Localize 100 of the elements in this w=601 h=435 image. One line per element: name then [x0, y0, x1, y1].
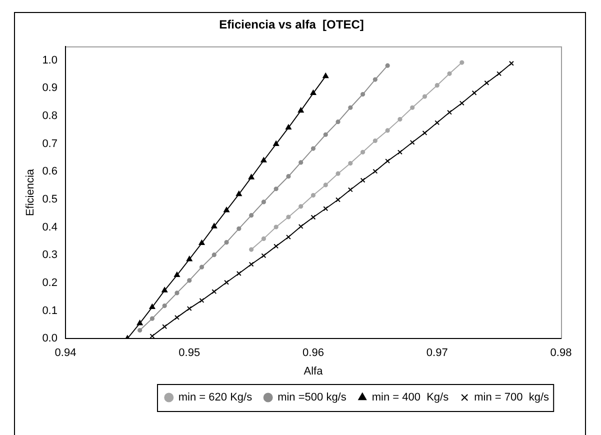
y-tick-label: 0.2: [42, 276, 58, 289]
point: [138, 328, 142, 333]
point: [397, 150, 402, 155]
point: [162, 303, 167, 308]
x-tick-label: 0.96: [302, 347, 324, 360]
y-tick-label: 0.7: [42, 138, 58, 150]
x-tick-label: 0.95: [178, 347, 200, 360]
point: [273, 140, 280, 146]
point: [484, 80, 490, 86]
point: [385, 63, 390, 68]
point: [372, 138, 378, 144]
point: [298, 224, 304, 229]
point: [447, 110, 452, 115]
legend-label: min = 620 Kg/s: [178, 392, 253, 404]
point: [323, 182, 328, 188]
x-tick-label: 0.98: [550, 347, 572, 360]
point: [260, 157, 267, 162]
point: [249, 213, 254, 218]
point: [310, 214, 316, 220]
point: [398, 117, 402, 122]
point: [224, 207, 230, 212]
point: [360, 92, 366, 97]
point: [310, 90, 316, 96]
point: [236, 226, 242, 231]
y-tick-label: 0.3: [42, 249, 58, 262]
point: [274, 224, 278, 230]
point: [248, 262, 254, 267]
chart-title: Eficiencia vs alfa [OTEC]: [219, 18, 364, 32]
y-tick-label: 0.0: [42, 332, 58, 345]
point: [336, 197, 340, 202]
x-axis-title: Alfa: [304, 365, 324, 378]
point: [348, 160, 353, 166]
y-tick-label: 1.0: [42, 54, 58, 66]
point: [298, 107, 304, 113]
point: [162, 324, 168, 330]
point: [348, 187, 353, 192]
y-tick-label: 0.4: [42, 221, 58, 234]
point: [348, 105, 353, 110]
point: [385, 158, 390, 164]
point: [211, 223, 218, 228]
point: [174, 272, 180, 278]
point: [286, 174, 291, 179]
point: [187, 278, 192, 283]
point: [310, 192, 316, 198]
point: [198, 240, 205, 246]
y-tick-label: 0.9: [42, 82, 58, 94]
point: [422, 94, 428, 99]
point: [434, 120, 440, 126]
y-tick-label: 0.5: [42, 193, 58, 206]
legend-label: min = 400 Kg/s: [372, 392, 450, 404]
point: [286, 234, 291, 240]
point: [286, 124, 292, 130]
point: [248, 174, 254, 180]
point: [224, 280, 230, 285]
point: [186, 256, 192, 262]
point: [372, 168, 378, 174]
legend-label: min = 700 kg/s: [474, 392, 550, 404]
point: [336, 120, 340, 124]
point: [212, 252, 216, 258]
point: [410, 140, 415, 145]
point: [322, 72, 329, 78]
point: [459, 100, 464, 106]
point: [199, 298, 204, 303]
point: [323, 132, 328, 137]
y-tick-label: 0.8: [42, 110, 58, 122]
point: [149, 304, 156, 310]
point: [150, 316, 155, 321]
point: [274, 186, 278, 192]
point: [360, 178, 366, 183]
point: [434, 83, 440, 88]
point: [249, 247, 254, 252]
point: [410, 105, 415, 110]
point: [224, 240, 229, 245]
point: [236, 271, 242, 276]
point: [372, 77, 378, 82]
point: [286, 214, 291, 220]
point: [323, 206, 328, 212]
point: [261, 253, 266, 258]
point: [274, 244, 279, 249]
point: [310, 146, 316, 151]
y-tick-label: 0.6: [42, 166, 58, 178]
point: [261, 200, 266, 204]
x-tick-label: 0.94: [54, 347, 76, 360]
legend-label: min =500 kg/s: [278, 392, 347, 404]
point: [186, 306, 192, 312]
point: [472, 90, 477, 96]
point: [496, 71, 502, 76]
point: [236, 190, 242, 196]
y-axis-title: Eficiencia: [24, 168, 37, 216]
y-tick-label: 0.1: [42, 304, 58, 317]
point: [199, 264, 204, 270]
point: [261, 236, 266, 241]
point: [336, 171, 340, 176]
point: [385, 128, 390, 133]
point: [460, 60, 464, 65]
x-tick-label: 0.97: [426, 347, 448, 360]
point: [174, 314, 180, 320]
point: [212, 289, 217, 294]
point: [298, 204, 304, 209]
point: [360, 150, 366, 154]
